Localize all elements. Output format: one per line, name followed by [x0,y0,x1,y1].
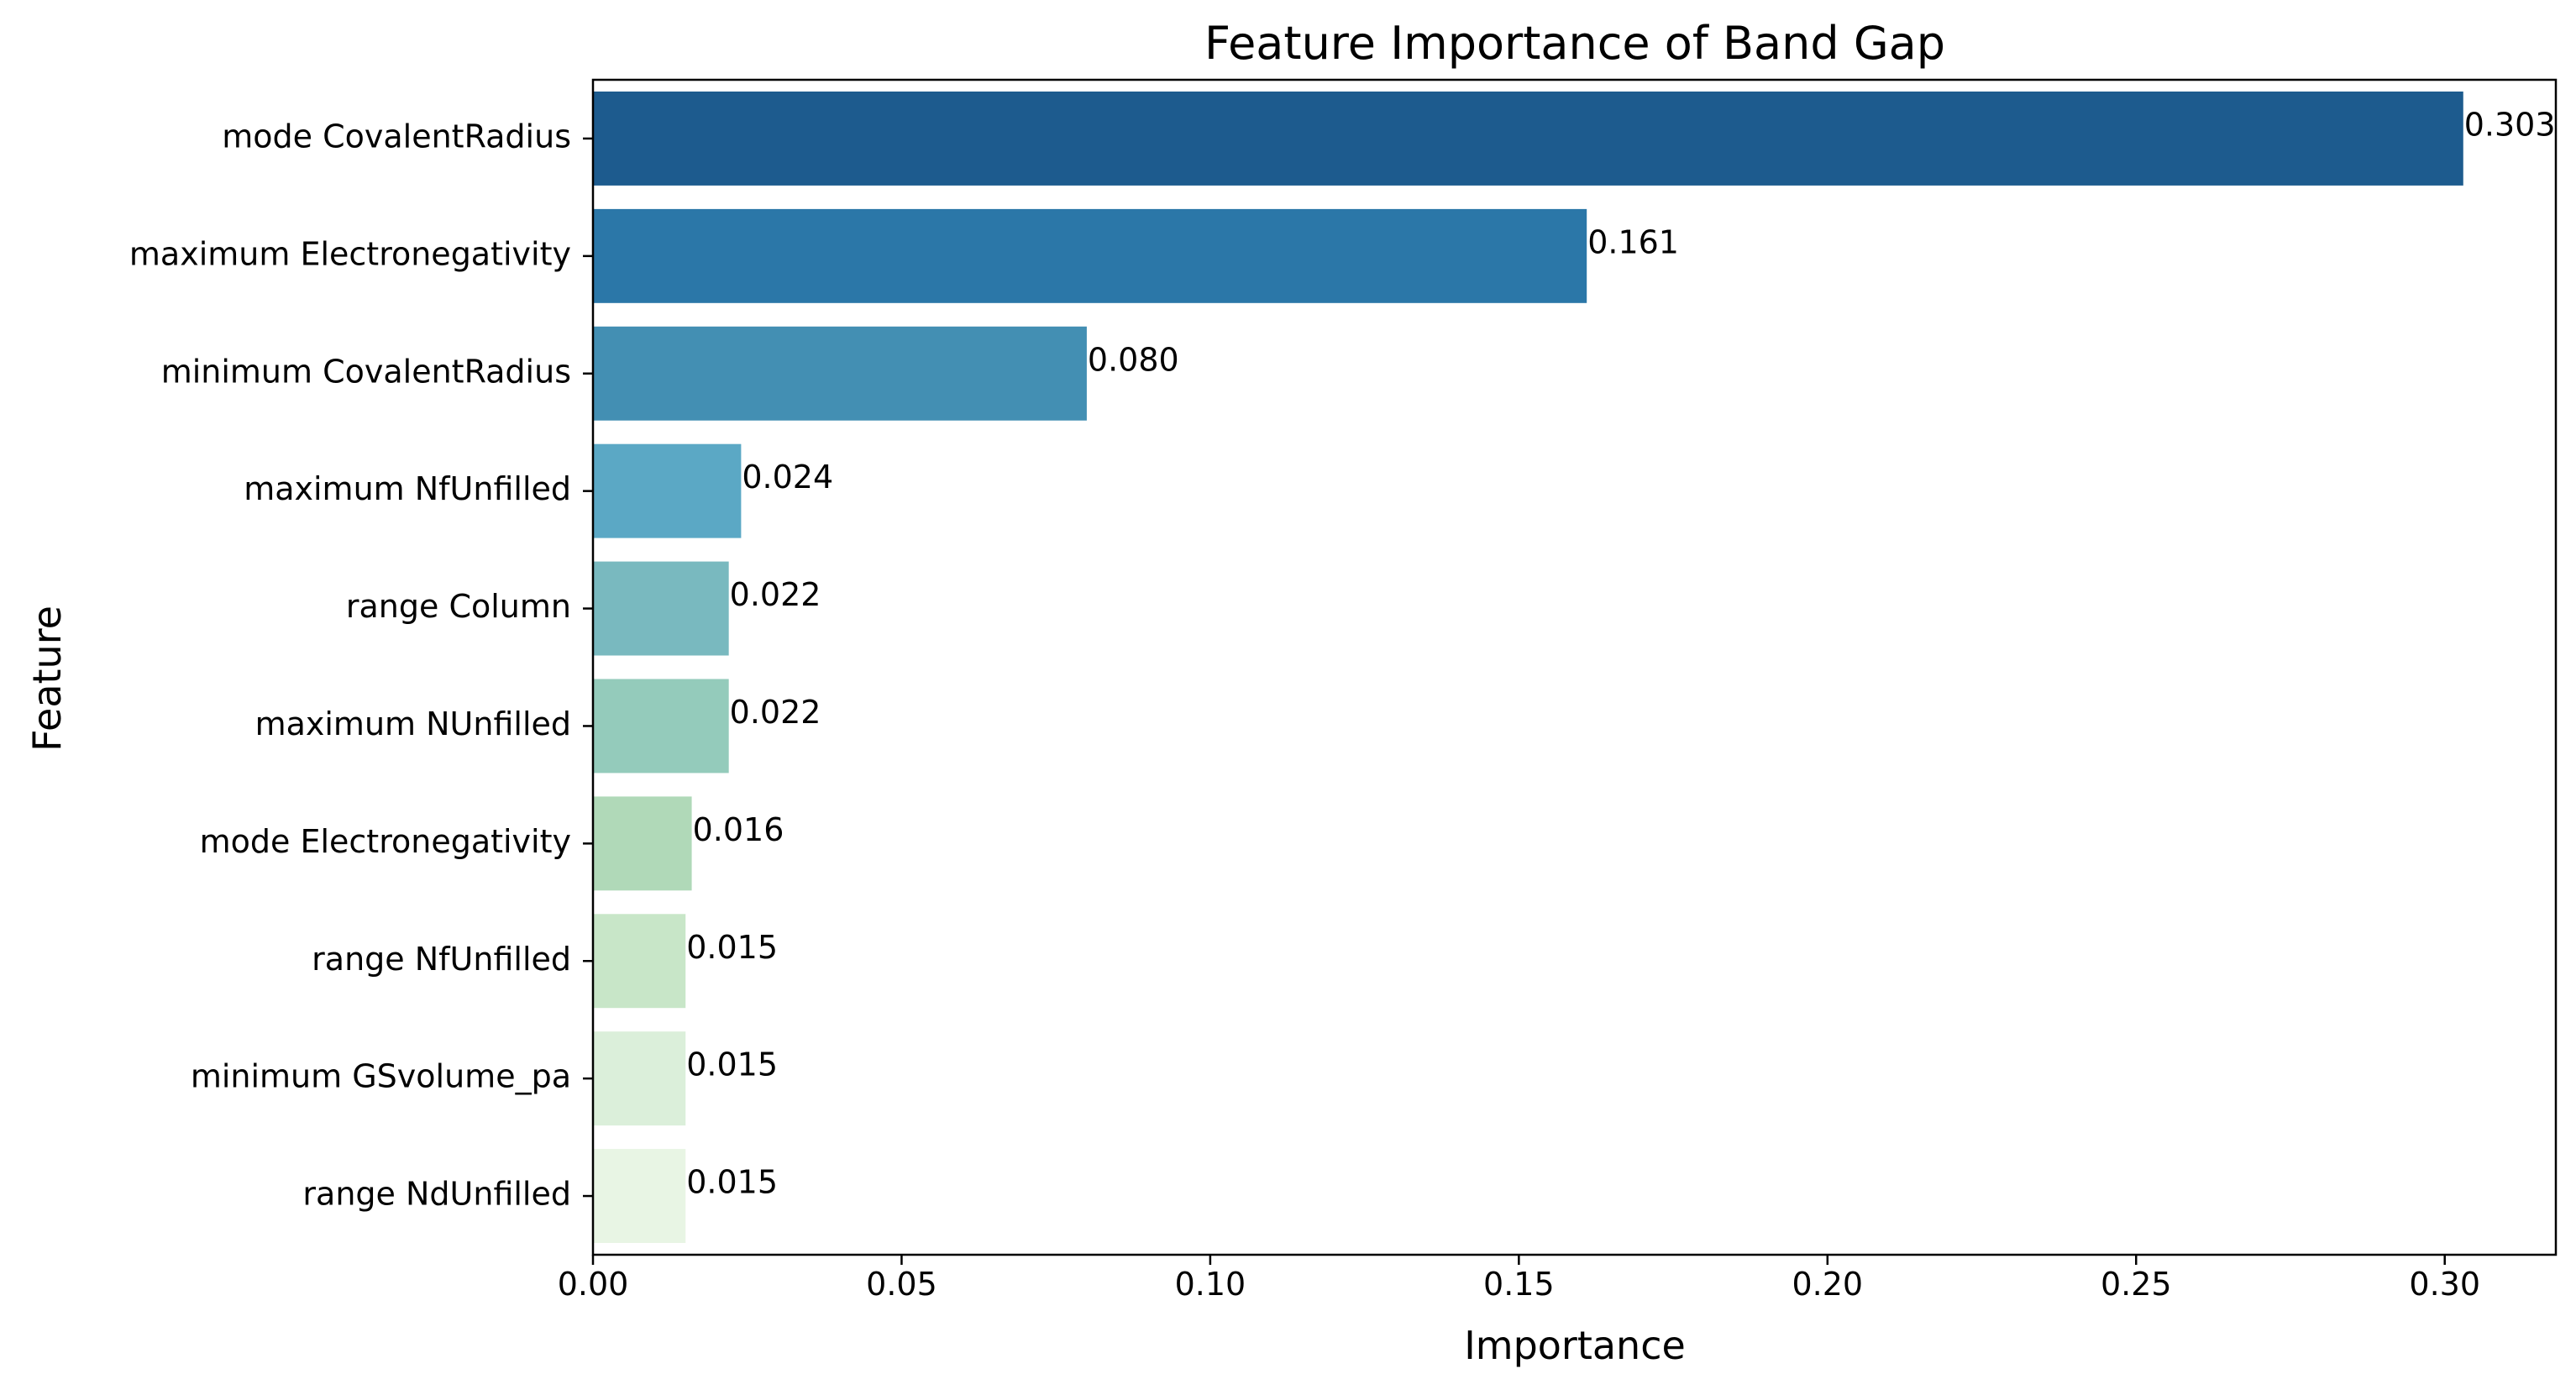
x-tick-label: 0.05 [866,1266,937,1303]
y-tick-label: maximum Electronegativity [129,235,571,272]
bar-4 [593,443,742,538]
x-tick-layer: 0.00 0.05 0.10 0.15 0.20 0.25 0.30 [558,1255,2480,1303]
value-label: 0.024 [742,459,833,496]
value-label: 0.161 [1587,223,1679,260]
value-label: 0.015 [686,1046,778,1083]
y-tick-label: minimum CovalentRadius [161,353,571,390]
bar-2 [593,208,1587,303]
bar-10 [593,1149,686,1244]
y-tick-label: maximum NfUnfilled [244,470,571,507]
value-label: 0.022 [730,576,821,613]
x-tick-label: 0.25 [2101,1266,2172,1303]
value-label: 0.015 [686,929,778,966]
x-tick-label: 0.00 [558,1266,629,1303]
value-label-layer: 0.303 0.161 0.080 0.024 0.022 0.022 0.016 0.015… [686,106,2555,1200]
value-label: 0.080 [1088,341,1179,378]
value-label: 0.015 [686,1164,778,1201]
bar-3 [593,326,1087,421]
value-label: 0.016 [693,811,784,848]
y-axis-label: Feature [24,606,70,752]
x-axis-label: Importance [1464,1323,1686,1368]
x-tick-label: 0.10 [1175,1266,1246,1303]
y-tick-label: mode Electronegativity [200,823,571,860]
y-tick-layer: mode CovalentRadius maximum Electronegati… [129,118,593,1213]
bar-5 [593,561,729,656]
bar-7 [593,796,692,891]
x-tick-label: 0.15 [1483,1266,1555,1303]
y-tick-label: range NfUnfilled [312,941,571,978]
x-tick-label: 0.20 [1792,1266,1864,1303]
y-tick-label: range Column [346,588,571,625]
bar-8 [593,914,686,1009]
bar-9 [593,1031,686,1126]
chart-title: Feature Importance of Band Gap [1204,17,1945,70]
bar-1 [593,91,2463,186]
bars-layer [593,91,2463,1244]
value-label: 0.022 [730,694,821,731]
plot-frame [591,78,2558,1256]
y-tick-label: range NdUnfilled [302,1176,571,1213]
bar-6 [593,679,729,774]
value-label: 0.303 [2464,106,2556,143]
y-tick-label: mode CovalentRadius [222,118,571,155]
y-tick-label: maximum NUnfilled [255,705,571,742]
y-tick-label: minimum GSvolume_pa [191,1058,571,1095]
x-tick-label: 0.30 [2409,1266,2480,1303]
